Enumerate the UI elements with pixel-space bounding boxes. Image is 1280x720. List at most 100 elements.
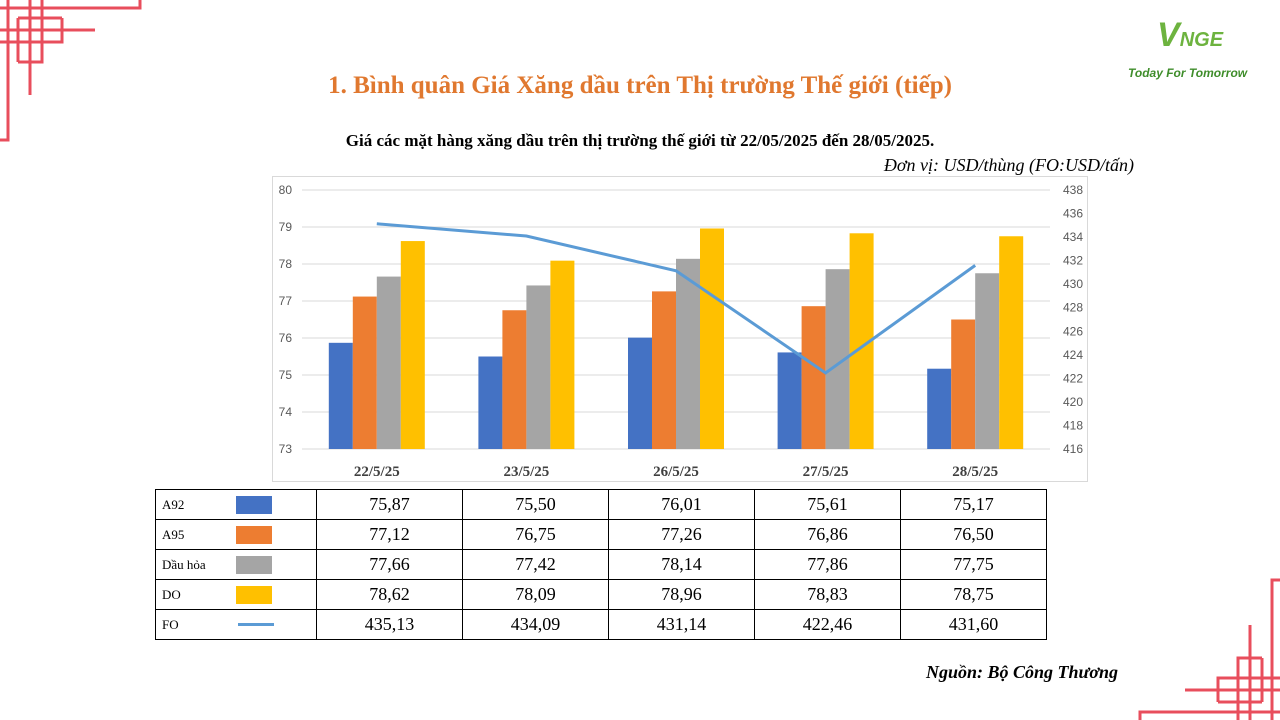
table-cell: 78,09 (462, 579, 609, 610)
table-row: DO 78,62 78,09 78,96 78,83 78,75 (155, 579, 1047, 610)
y2-axis-tick-label: 430 (1063, 277, 1083, 291)
table-cell: 77,86 (754, 549, 901, 580)
table-cell: 75,61 (754, 489, 901, 520)
table-cell: 75,50 (462, 489, 609, 520)
table-cell: 434,09 (462, 609, 609, 640)
table-cell: 76,86 (754, 519, 901, 550)
bar-Dầu hỏa (376, 276, 401, 449)
table-cell: 76,50 (900, 519, 1047, 550)
legend-label: DO (162, 587, 181, 602)
bar-A92 (927, 368, 952, 449)
bar-DO (700, 228, 724, 449)
table-row: A95 77,12 76,75 77,26 76,86 76,50 (155, 519, 1047, 550)
bar-Dầu hỏa (975, 273, 1000, 449)
y-axis-tick-label: 78 (279, 257, 293, 271)
table-cell: 431,60 (900, 609, 1047, 640)
y2-axis-tick-label: 422 (1063, 371, 1083, 385)
y2-axis-tick-label: 420 (1063, 395, 1083, 409)
bar-DO (400, 241, 425, 449)
corner-frame-top-left (0, 0, 142, 142)
y2-axis-tick-label: 416 (1063, 442, 1083, 456)
bar-A92 (328, 342, 353, 449)
bar-A92 (777, 352, 802, 449)
y-axis-tick-label: 77 (279, 294, 293, 308)
bar-A95 (801, 306, 826, 449)
x-axis-tick-label: 28/5/25 (952, 464, 998, 480)
bar-DO (550, 260, 575, 449)
table-cell: 78,75 (900, 579, 1047, 610)
bar-Dầu hỏa (676, 258, 700, 449)
bar-A92 (478, 356, 503, 449)
legend-cell: Dầu hỏa (155, 549, 317, 580)
bar-A95 (502, 310, 527, 449)
logo-tagline: Today For Tomorrow (1128, 66, 1248, 80)
x-axis-tick-label: 23/5/25 (503, 464, 549, 480)
table-cell: 78,62 (316, 579, 463, 610)
y2-axis-tick-label: 428 (1063, 301, 1083, 315)
table-cell: 76,01 (608, 489, 755, 520)
data-table: A92 75,87 75,50 76,01 75,61 75,17 A95 77,12 76,7… (155, 489, 1047, 640)
legend-swatch (238, 623, 274, 626)
bar-DO (999, 236, 1024, 449)
legend-cell: A92 (155, 489, 317, 520)
legend-swatch (236, 496, 272, 514)
line-FO (376, 222, 977, 375)
table-cell: 77,66 (316, 549, 463, 580)
vnge-logo: VNGE Today For Tomorrow (1125, 14, 1265, 84)
y2-axis-tick-label: 436 (1063, 207, 1083, 221)
table-cell: 431,14 (608, 609, 755, 640)
source-note: Nguồn: Bộ Công Thương (926, 662, 1118, 682)
chart-area: 73 74 75 76 77 78 79 80 416 418 420 422 424 426 428 430… (272, 176, 1088, 482)
table-cell: 435,13 (316, 609, 463, 640)
y-axis-tick-label: 80 (279, 183, 293, 197)
table-cell: 78,83 (754, 579, 901, 610)
logo-mark: VNGE (1157, 16, 1224, 54)
y-axis-tick-label: 73 (279, 442, 293, 456)
chart-title: Giá các mặt hàng xăng dầu trên thị trườn… (345, 131, 935, 150)
legend-swatch (236, 526, 272, 544)
y-axis-tick-label: 75 (279, 368, 293, 382)
table-cell: 76,75 (462, 519, 609, 550)
corner-frame-bottom-right (1138, 578, 1280, 720)
legend-label: A95 (162, 527, 185, 542)
table-cell: 75,17 (900, 489, 1047, 520)
table-row: FO 435,13 434,09 431,14 422,46 431,60 (155, 609, 1047, 640)
table-row: A92 75,87 75,50 76,01 75,61 75,17 (155, 489, 1047, 520)
unit-note: Đơn vị: USD/thùng (FO:USD/tấn) (883, 155, 1134, 175)
bar-A95 (951, 319, 976, 449)
x-axis-tick-label: 26/5/25 (653, 464, 699, 480)
y-axis-tick-label: 76 (279, 331, 293, 345)
bar-A95 (352, 296, 377, 449)
y2-axis-tick-label: 438 (1063, 183, 1083, 197)
y2-axis-tick-label: 434 (1063, 230, 1083, 244)
combo-chart: 73 74 75 76 77 78 79 80 416 418 420 422 424 426 428 430… (279, 183, 1084, 480)
legend-label: FO (162, 617, 179, 632)
table-cell: 78,96 (608, 579, 755, 610)
table-cell: 422,46 (754, 609, 901, 640)
y2-axis-tick-label: 424 (1063, 348, 1083, 362)
legend-label: A92 (162, 497, 185, 512)
y2-axis-tick-label: 432 (1063, 254, 1083, 268)
table-cell: 77,42 (462, 549, 609, 580)
x-axis-tick-label: 22/5/25 (354, 464, 400, 480)
table-cell: 77,26 (608, 519, 755, 550)
legend-label: Dầu hỏa (162, 557, 206, 572)
y2-axis-tick-label: 426 (1063, 324, 1083, 338)
table-cell: 77,12 (316, 519, 463, 550)
y2-axis-tick-label: 418 (1063, 418, 1083, 432)
page-title: 1. Bình quân Giá Xăng dầu trên Thị trườn… (328, 72, 952, 99)
bar-Dầu hỏa (526, 285, 551, 449)
legend-cell: DO (155, 579, 317, 610)
x-axis-tick-label: 27/5/25 (803, 464, 849, 480)
table-row: Dầu hỏa 77,66 77,42 78,14 77,86 77,75 (155, 549, 1047, 580)
table-cell: 78,14 (608, 549, 755, 580)
bar-A92 (628, 337, 652, 449)
y-axis-tick-label: 74 (279, 405, 293, 419)
table-cell: 77,75 (900, 549, 1047, 580)
bar-A95 (652, 291, 676, 449)
legend-swatch (236, 586, 272, 604)
legend-swatch (236, 556, 272, 574)
legend-cell: FO (155, 609, 317, 640)
y-axis-tick-label: 79 (279, 220, 293, 234)
legend-cell: A95 (155, 519, 317, 550)
